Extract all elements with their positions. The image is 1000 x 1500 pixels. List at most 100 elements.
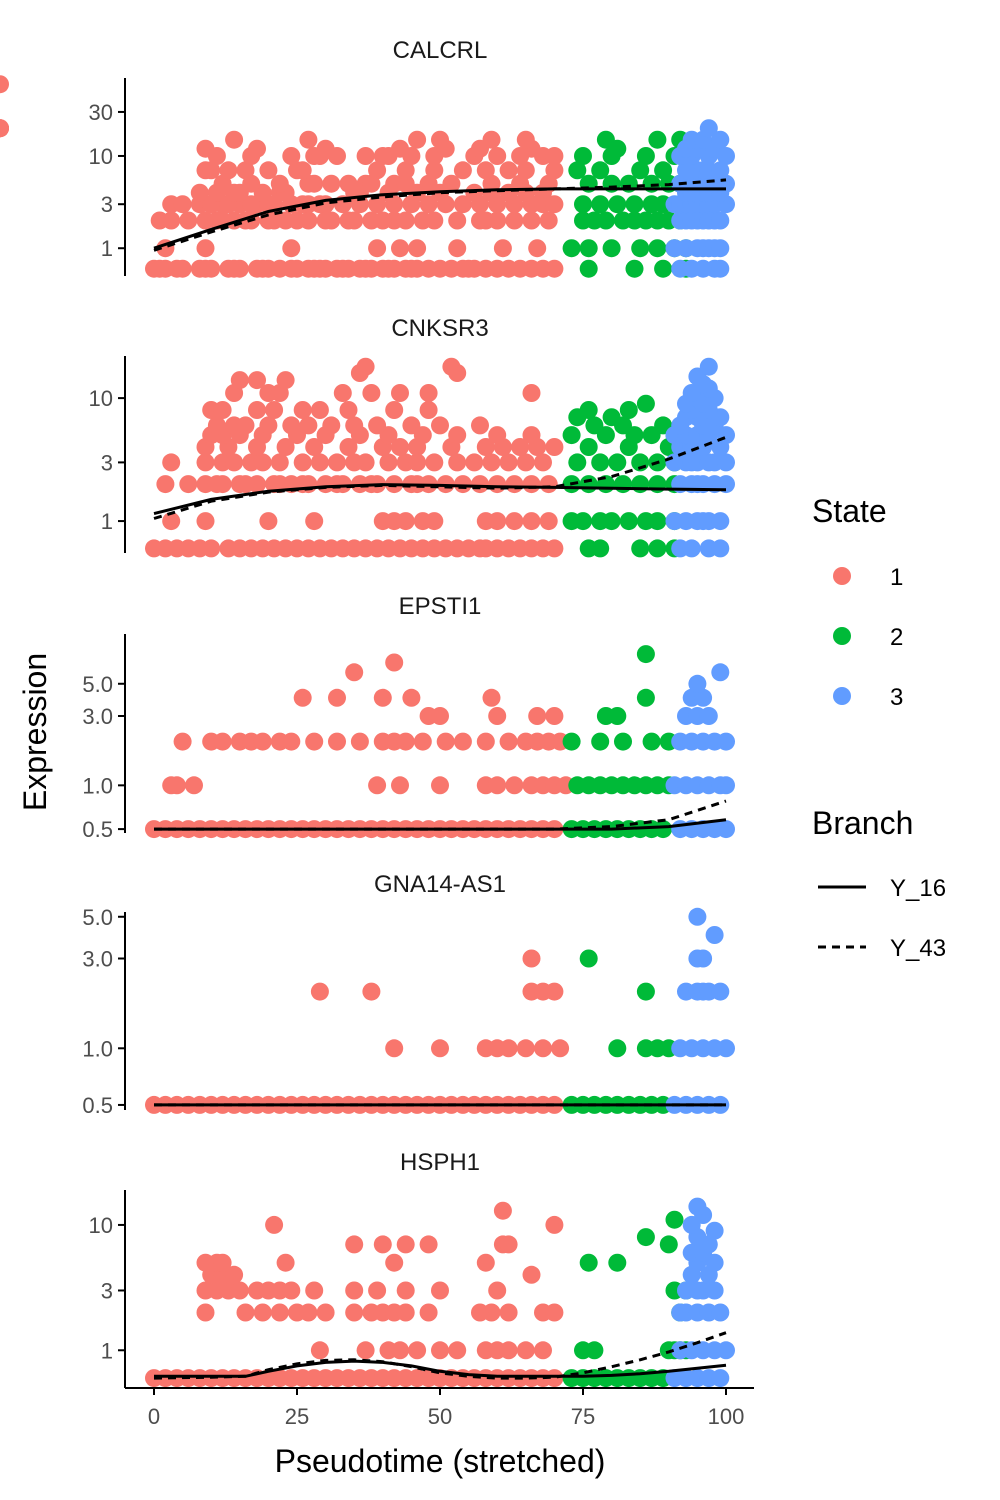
data-point: [236, 475, 255, 494]
data-point: [648, 539, 667, 558]
data-point: [614, 732, 632, 751]
data-point: [196, 512, 215, 531]
data-point: [196, 239, 215, 258]
data-point: [202, 539, 221, 558]
data-point: [425, 453, 444, 472]
data-point: [391, 139, 409, 158]
data-point: [368, 161, 387, 180]
data-point: [488, 707, 507, 725]
data-point: [150, 211, 169, 230]
data-point: [505, 776, 524, 795]
trend-line-y_43: [153, 435, 727, 520]
data-point: [373, 147, 392, 165]
data-point: [528, 707, 547, 725]
data-point: [345, 663, 364, 682]
data-point: [717, 820, 735, 839]
data-point: [385, 653, 404, 672]
data-point: [522, 512, 541, 531]
data-point: [299, 1303, 318, 1322]
data-point: [305, 259, 324, 278]
data-point: [248, 139, 266, 158]
data-point: [356, 147, 375, 165]
x-tick-label: 50: [428, 1404, 452, 1429]
data-point: [391, 776, 409, 795]
data-point: [448, 453, 467, 472]
data-point: [471, 539, 489, 558]
data-point: [150, 259, 169, 278]
x-tick-label: 25: [285, 1404, 309, 1429]
data-point: [0, 75, 9, 94]
data-point: [328, 453, 346, 472]
y-tick-label: 1: [101, 509, 113, 534]
data-point: [579, 475, 598, 494]
data-point: [282, 147, 301, 165]
data-point: [471, 475, 489, 494]
data-point: [288, 161, 306, 180]
data-point: [431, 1341, 449, 1360]
data-point: [545, 1303, 564, 1322]
data-point: [179, 475, 198, 494]
data-point: [167, 776, 186, 795]
data-point: [419, 1303, 438, 1322]
data-point: [293, 401, 312, 419]
data-point: [545, 195, 564, 214]
x-tick-label: 0: [148, 1404, 160, 1429]
data-point: [173, 732, 192, 751]
data-point: [270, 174, 289, 193]
data-point: [396, 1235, 415, 1254]
y-tick-label: 1.0: [82, 773, 113, 798]
data-point: [248, 371, 266, 390]
data-point: [534, 1341, 552, 1360]
data-point: [476, 438, 495, 456]
data-point: [236, 416, 255, 435]
data-point: [356, 1341, 375, 1360]
data-point: [625, 195, 644, 214]
data-point: [619, 401, 638, 419]
data-point: [305, 438, 324, 456]
data-point: [711, 239, 730, 258]
data-point: [591, 453, 610, 472]
data-point: [196, 453, 215, 472]
data-point: [448, 211, 467, 230]
data-point: [293, 688, 312, 707]
y-tick-label: 5.0: [82, 905, 113, 930]
data-point: [362, 384, 381, 402]
branch-legend-title: Branch: [812, 805, 913, 841]
data-point: [413, 732, 432, 751]
data-point: [213, 1253, 232, 1272]
data-point: [385, 1253, 404, 1272]
data-point: [322, 416, 341, 435]
data-point: [562, 732, 581, 751]
data-point: [230, 371, 249, 390]
data-point: [396, 512, 415, 531]
data-point: [162, 512, 181, 531]
x-axis-title: Pseudotime (stretched): [275, 1443, 606, 1479]
data-point: [482, 688, 501, 707]
data-point: [476, 211, 495, 230]
facet-calcrl: CALCRL 1 3 10 30: [0, 37, 735, 278]
data-point: [322, 174, 341, 193]
branch-legend-label: Y_43: [890, 935, 946, 962]
y-tick-label: 3.0: [82, 947, 113, 972]
y-tick-label: 3: [101, 450, 113, 475]
data-point: [482, 130, 501, 149]
data-point: [408, 453, 427, 472]
data-point: [396, 1303, 415, 1322]
data-point: [316, 1303, 335, 1322]
data-point: [465, 453, 484, 472]
state-legend-title: State: [812, 493, 887, 529]
data-point: [591, 161, 610, 180]
data-point: [648, 512, 667, 531]
data-point: [310, 453, 329, 472]
data-point: [711, 512, 730, 531]
data-point: [0, 119, 9, 138]
data-point: [453, 732, 472, 751]
points-state-3: [665, 907, 735, 1114]
data-point: [631, 539, 650, 558]
points-state-2: [562, 645, 678, 839]
data-point: [471, 1303, 489, 1322]
data-point: [185, 776, 203, 795]
data-point: [431, 130, 449, 149]
data-point: [276, 1253, 295, 1272]
